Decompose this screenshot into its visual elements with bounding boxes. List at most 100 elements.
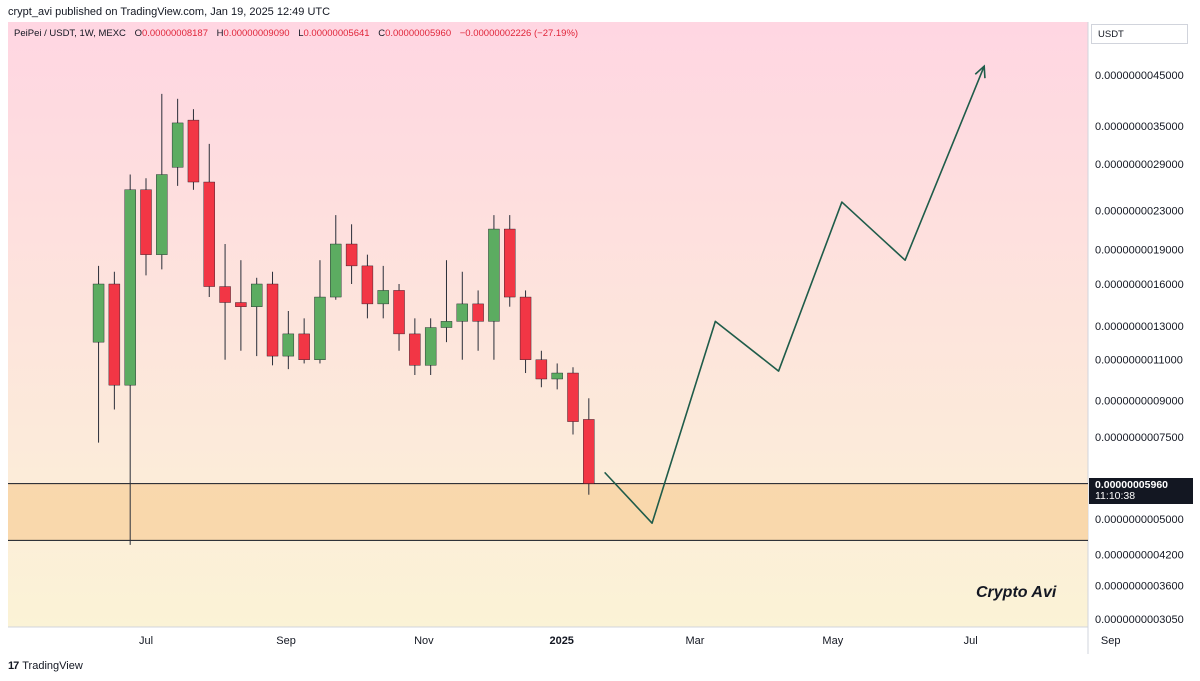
candle[interactable]: [440, 260, 453, 343]
candle-body-bull: [251, 283, 263, 307]
candle-body-bear: [361, 265, 374, 305]
price-tick-label: 0.0000000004200: [1095, 549, 1184, 561]
candle[interactable]: [140, 178, 152, 276]
high-value: 0.00000009090: [223, 28, 290, 39]
candle[interactable]: [472, 290, 484, 351]
candle-body-bull: [551, 372, 563, 380]
candle[interactable]: [393, 284, 405, 351]
candle[interactable]: [219, 244, 231, 360]
candle[interactable]: [551, 363, 563, 390]
price-tick-label: 0.0000000005000: [1095, 514, 1184, 526]
candle-body-bear: [583, 419, 595, 484]
candle[interactable]: [456, 271, 468, 360]
time-tick-label: Sep: [276, 635, 296, 647]
price-tick-label: 0.0000000007500: [1095, 432, 1184, 444]
candle[interactable]: [124, 174, 136, 545]
candle[interactable]: [203, 143, 215, 298]
open-key: O: [134, 28, 142, 39]
candles-layer: [92, 93, 595, 545]
price-tick-label: 0.0000000011000: [1095, 355, 1183, 367]
candle[interactable]: [488, 215, 500, 360]
publisher-bar: crypt_avi published on TradingView.com, …: [0, 0, 1200, 22]
candle-body-bull: [424, 327, 437, 366]
time-tick-label: Jul: [964, 635, 978, 647]
support-zone: [8, 483, 1088, 541]
candle[interactable]: [519, 290, 532, 374]
price-axis-background: [1088, 22, 1192, 654]
time-tick-label: Jul: [139, 635, 153, 647]
price-tick-label: 0.0000000003600: [1095, 580, 1184, 592]
candle-body-bear: [219, 286, 231, 303]
price-tick-label: 0.0000000045000: [1095, 70, 1184, 82]
candle-body-bull: [124, 189, 136, 386]
candle-body-bear: [519, 296, 532, 360]
time-axis[interactable]: Jul Sep Nov 2025 Mar May Jul Sep: [139, 635, 1121, 647]
high-key: H: [216, 28, 224, 39]
symbol-name[interactable]: PeiPei / USDT, 1W, MEXC: [14, 28, 126, 39]
candle[interactable]: [156, 93, 168, 270]
candle-body-bull: [488, 228, 500, 322]
price-tick-label: 0.0000000019000: [1095, 244, 1184, 256]
time-tick-label: 2025: [549, 635, 573, 647]
price-tick-label: 0.0000000023000: [1095, 206, 1184, 218]
time-tick-label: Sep: [1101, 635, 1121, 647]
candle-body-bull: [440, 321, 453, 328]
candle[interactable]: [108, 271, 121, 410]
candle[interactable]: [266, 271, 279, 366]
candle-body-bear: [108, 283, 121, 386]
currency-selector[interactable]: USDT: [1091, 24, 1188, 44]
candle[interactable]: [314, 260, 326, 364]
low-key: L: [298, 28, 304, 39]
candle-body-bear: [298, 333, 310, 360]
projection-arrowhead: [974, 64, 986, 79]
time-tick-label: Mar: [686, 635, 705, 647]
last-price-value: 0.00000005960: [1095, 479, 1168, 491]
candle[interactable]: [567, 367, 579, 435]
low-value: 0.00000005641: [303, 28, 370, 39]
price-tick-label: 0.0000000013000: [1095, 321, 1184, 333]
publisher-text: crypt_avi published on TradingView.com, …: [8, 6, 331, 18]
candle[interactable]: [583, 398, 595, 495]
candle-body-bear: [140, 189, 152, 255]
tradingview-logo-icon[interactable]: 17: [8, 660, 19, 672]
candle[interactable]: [282, 310, 295, 370]
candle[interactable]: [409, 318, 421, 375]
candle[interactable]: [377, 265, 389, 319]
time-axis-background: [8, 627, 1088, 654]
tradingview-brand[interactable]: TradingView: [22, 660, 83, 672]
candle-body-bull: [92, 283, 105, 343]
candle-body-bear: [472, 303, 484, 322]
time-tick-label: May: [822, 635, 843, 647]
candle-body-bear: [345, 243, 358, 267]
time-tick-label: Nov: [414, 635, 434, 647]
candle-body-bull: [330, 243, 342, 298]
close-value: 0.00000005960: [385, 28, 452, 39]
symbol-legend: PeiPei / USDT, 1W, MEXC O0.00000008187 H…: [14, 28, 578, 39]
candle[interactable]: [298, 318, 310, 364]
candle[interactable]: [235, 260, 247, 351]
candle[interactable]: [345, 224, 358, 285]
candle[interactable]: [187, 109, 200, 190]
projection-path[interactable]: [604, 65, 985, 524]
bar-countdown: 11:10:38: [1095, 490, 1136, 502]
candle[interactable]: [361, 254, 374, 319]
candle-body-bear: [504, 228, 516, 298]
candle-body-bear: [266, 283, 279, 357]
price-axis[interactable]: 0.0000000045000 0.0000000035000 0.00000000…: [1095, 70, 1184, 626]
candle-body-bull: [156, 174, 168, 255]
candle-body-bear: [393, 290, 405, 335]
candle[interactable]: [504, 215, 516, 307]
support-zone-layer: [8, 483, 1088, 541]
candle-body-bear: [235, 302, 247, 307]
candle[interactable]: [424, 318, 437, 375]
candle-body-bull: [314, 296, 326, 360]
candle[interactable]: [171, 98, 184, 186]
candle-body-bear: [187, 119, 200, 183]
candle[interactable]: [251, 277, 263, 357]
candle[interactable]: [330, 215, 342, 300]
price-chart[interactable]: 0.0000000045000 0.0000000035000 0.00000000…: [8, 22, 1192, 654]
candle[interactable]: [535, 350, 548, 388]
price-tick-label: 0.0000000003050: [1095, 614, 1184, 626]
candle[interactable]: [92, 265, 105, 443]
open-value: 0.00000008187: [141, 28, 208, 39]
